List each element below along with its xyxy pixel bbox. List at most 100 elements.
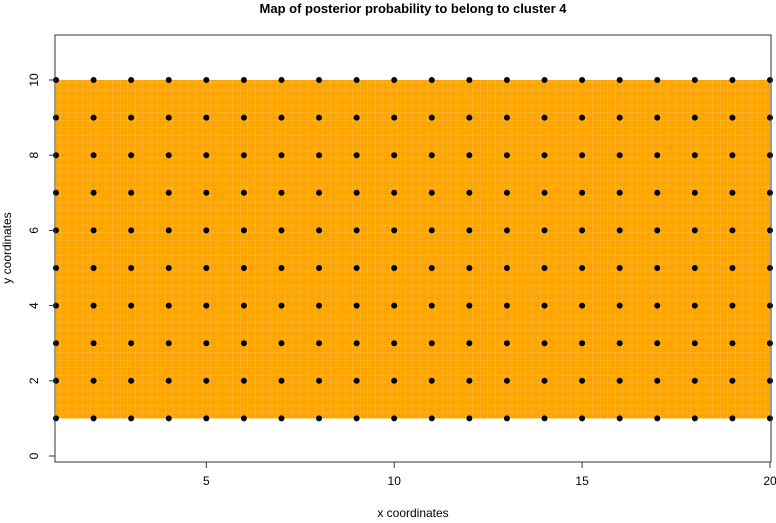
data-point (541, 189, 548, 196)
data-point (391, 415, 398, 422)
data-point (90, 77, 97, 83)
data-point (541, 227, 548, 234)
data-point (278, 415, 285, 422)
data-point (767, 227, 773, 234)
data-point (278, 340, 285, 347)
data-point (767, 377, 773, 384)
data-point (579, 415, 586, 422)
data-point (203, 302, 210, 309)
data-point (240, 340, 247, 347)
data-point (353, 340, 360, 347)
data-point (53, 340, 59, 347)
data-point (90, 265, 97, 271)
data-point (503, 189, 510, 196)
x-tick-label: 5 (203, 474, 210, 488)
data-point (691, 302, 698, 309)
data-point (316, 77, 323, 83)
x-axis-label: x coordinates (377, 506, 448, 518)
data-point (466, 302, 473, 309)
data-point (767, 77, 773, 83)
data-point (691, 114, 698, 121)
data-point (579, 340, 586, 347)
data-point (240, 265, 247, 271)
data-point (616, 377, 623, 384)
data-point (353, 114, 360, 121)
data-point (428, 189, 435, 196)
data-point (316, 189, 323, 196)
data-point (654, 302, 661, 309)
data-point (428, 377, 435, 384)
data-point (654, 415, 661, 422)
data-point (90, 377, 97, 384)
data-point (541, 265, 548, 271)
data-point (240, 302, 247, 309)
data-point (128, 302, 135, 309)
data-point (90, 302, 97, 309)
data-point (428, 152, 435, 159)
data-point (767, 114, 773, 121)
data-point (616, 189, 623, 196)
data-point (353, 189, 360, 196)
data-point (541, 415, 548, 422)
data-point (240, 189, 247, 196)
data-point (391, 114, 398, 121)
data-point (53, 189, 59, 196)
data-point (353, 302, 360, 309)
data-point (165, 227, 172, 234)
data-point (316, 415, 323, 422)
data-point (579, 377, 586, 384)
data-point (203, 114, 210, 121)
data-point (128, 189, 135, 196)
data-point (203, 415, 210, 422)
data-point (691, 77, 698, 83)
data-point (203, 152, 210, 159)
data-point (616, 152, 623, 159)
data-point (278, 227, 285, 234)
y-tick-label: 10 (27, 73, 41, 87)
y-axis: 0 2 4 6 8 10 (27, 73, 55, 459)
data-point (90, 189, 97, 196)
data-point (616, 114, 623, 121)
data-point (278, 152, 285, 159)
data-point (203, 77, 210, 83)
data-point (316, 227, 323, 234)
data-point (503, 302, 510, 309)
data-point (165, 114, 172, 121)
data-point (616, 265, 623, 271)
data-point (579, 227, 586, 234)
data-point (53, 265, 59, 271)
data-point (203, 340, 210, 347)
data-point (466, 340, 473, 347)
data-point (90, 152, 97, 159)
data-point (353, 77, 360, 83)
data-point (353, 415, 360, 422)
y-tick-label: 0 (27, 452, 41, 459)
data-point (428, 340, 435, 347)
data-point (729, 340, 736, 347)
data-point (579, 189, 586, 196)
x-tick-label: 20 (763, 474, 776, 488)
data-point (616, 415, 623, 422)
data-point (729, 189, 736, 196)
y-tick-label: 2 (27, 377, 41, 384)
data-point (316, 377, 323, 384)
data-point (729, 302, 736, 309)
data-point (128, 415, 135, 422)
data-point (165, 189, 172, 196)
chart-title: Map of posterior probability to belong t… (260, 1, 568, 16)
data-point (466, 114, 473, 121)
data-point (654, 265, 661, 271)
data-point (654, 227, 661, 234)
data-point (541, 302, 548, 309)
data-point (503, 340, 510, 347)
data-point (616, 227, 623, 234)
data-point (203, 227, 210, 234)
data-point (278, 302, 285, 309)
data-point (90, 340, 97, 347)
data-point (729, 415, 736, 422)
data-point (240, 114, 247, 121)
data-point (729, 227, 736, 234)
data-point (466, 415, 473, 422)
data-point (90, 114, 97, 121)
data-point (654, 152, 661, 159)
